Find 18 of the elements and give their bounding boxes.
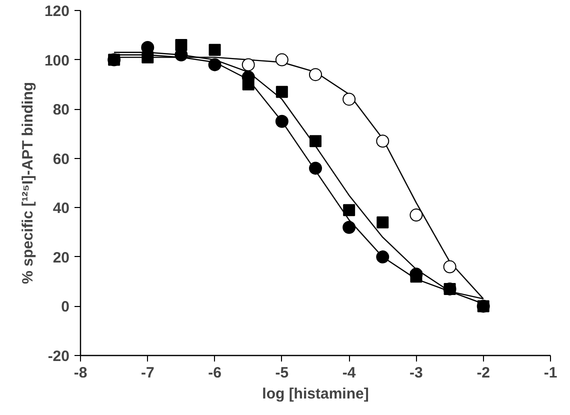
y-axis-title: % specific [¹²⁵I]-APT binding: [19, 82, 36, 284]
x-tick-label: -5: [275, 364, 289, 382]
x-tick-label: -4: [342, 364, 356, 382]
y-tick-label: 0: [61, 298, 70, 316]
x-tick-label: -1: [544, 364, 558, 382]
x-tick-label: -7: [140, 364, 154, 382]
y-tick-label: 60: [52, 150, 70, 168]
y-tick-label: 120: [44, 3, 70, 20]
x-tick-label: -3: [410, 364, 423, 382]
x-tick-label: -6: [208, 364, 222, 382]
y-tick-label: 80: [52, 102, 70, 119]
x-axis-title: log [histamine]: [262, 386, 369, 402]
x-tick-label: -8: [74, 364, 88, 382]
y-tick-label: 20: [52, 249, 70, 266]
y-tick-label: 100: [44, 52, 70, 70]
x-tick-label: -2: [476, 364, 490, 382]
y-tick-label: -20: [48, 348, 70, 365]
y-tick-label: 40: [52, 200, 70, 218]
